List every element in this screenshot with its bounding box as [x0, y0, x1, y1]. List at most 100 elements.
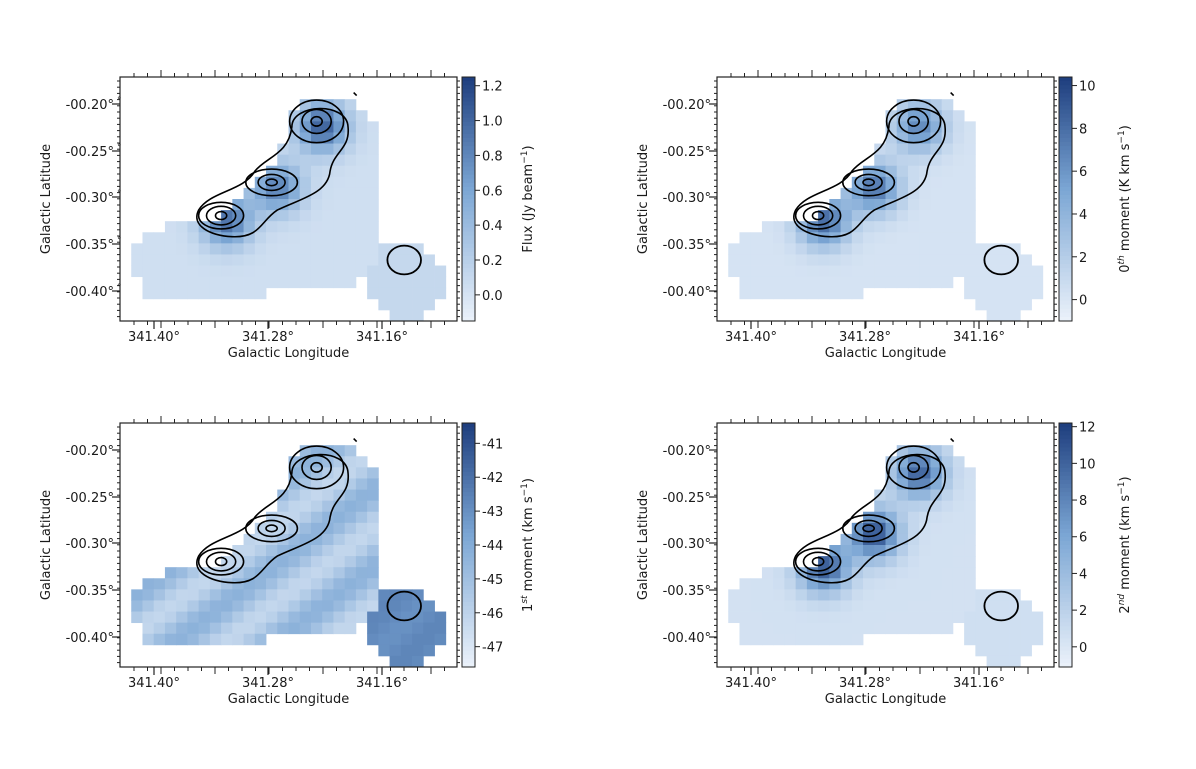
contour-line	[288, 99, 345, 144]
map-pixel	[773, 254, 785, 266]
map-pixel	[874, 622, 886, 635]
colorbar-segment	[1059, 125, 1072, 131]
map-pixel	[412, 633, 424, 646]
map-pixel	[367, 478, 379, 490]
colorbar-segment	[1059, 508, 1072, 513]
map-pixel	[232, 199, 244, 211]
map-pixel	[975, 644, 987, 657]
map-pixel	[919, 165, 931, 178]
map-pixel	[367, 287, 379, 300]
map-pixel	[1009, 276, 1021, 289]
colorbar-segment	[1059, 532, 1072, 538]
map-pixel	[986, 276, 999, 289]
map-pixel	[389, 309, 402, 322]
map-pixel	[355, 500, 368, 513]
map-pixel	[930, 589, 943, 601]
map-pixel	[266, 221, 278, 233]
map-pixel	[761, 633, 774, 646]
map-pixel	[142, 578, 155, 590]
map-pixel	[773, 567, 785, 579]
colorbar-segment	[462, 280, 475, 285]
map-pixel	[964, 154, 976, 167]
map-pixel	[232, 545, 244, 557]
map-pixel	[986, 287, 999, 300]
colorbar-segment	[462, 308, 475, 314]
colorbar-segment	[462, 626, 475, 631]
map-pixel	[243, 221, 256, 233]
map-pixel	[333, 132, 346, 144]
map-pixel	[930, 556, 943, 568]
map-pixel	[367, 143, 379, 156]
map-pixel	[333, 110, 346, 122]
map-pixel	[266, 165, 278, 178]
map-pixel	[333, 154, 346, 167]
map-pixel	[964, 265, 976, 278]
colorbar-segment	[1059, 504, 1072, 509]
map-pixel	[784, 232, 797, 244]
map-pixel	[784, 600, 797, 612]
map-pixel	[930, 478, 943, 490]
map-pixel	[299, 265, 312, 278]
map-pixel	[367, 567, 379, 579]
map-pixel	[806, 567, 819, 579]
panel-moment0: 341.40° 341.28° 341.16° -00.20° -00.25° -00.3…	[636, 70, 1133, 361]
colorbar-segment	[1059, 255, 1072, 261]
map-pixel	[164, 622, 177, 635]
colorbar-segment	[1059, 292, 1072, 298]
colorbar-segment	[462, 589, 475, 595]
map-pixel	[232, 265, 244, 278]
colorbar-segment	[1059, 593, 1072, 599]
map-pixel	[423, 265, 435, 278]
map-pixel	[728, 254, 740, 266]
colorbar-segment	[462, 174, 475, 180]
map-pixel	[1031, 633, 1044, 646]
y-tick-label: -00.20°	[66, 444, 114, 459]
contour-line	[811, 556, 825, 567]
map-pixel	[907, 221, 920, 233]
map-pixel	[941, 445, 954, 457]
map-pixel	[829, 622, 841, 635]
map-pixel	[851, 611, 864, 624]
map-pixel	[400, 600, 413, 612]
map-pixel	[412, 309, 424, 322]
colorbar-segment	[1059, 308, 1072, 314]
map-pixel	[874, 578, 886, 590]
map-pixel	[761, 578, 774, 590]
map-pixel	[964, 467, 976, 479]
colorbar-segment	[1059, 280, 1072, 285]
colorbar-segment	[1059, 431, 1072, 436]
map-pixel	[964, 578, 976, 590]
map-pixel	[907, 622, 920, 635]
colorbar-segment	[462, 614, 475, 619]
colorbar-segment	[462, 573, 475, 579]
map-pixel	[198, 232, 211, 244]
colorbar-segment	[462, 85, 475, 90]
map-pixel	[896, 265, 909, 278]
map-pixel	[795, 633, 808, 646]
map-pixel	[851, 176, 864, 189]
map-pixel	[355, 210, 368, 222]
map-pixel	[1009, 254, 1021, 266]
map-pixel	[773, 243, 785, 255]
map-pixel	[299, 500, 312, 513]
map-pixel	[964, 567, 976, 579]
map-pixel	[863, 589, 875, 601]
colorbar-segment	[462, 113, 475, 119]
map-pixel	[863, 611, 875, 624]
map-pixel	[299, 489, 312, 502]
map-pixel	[761, 221, 774, 233]
colorbar-segment	[462, 105, 475, 111]
map-pixel	[176, 287, 188, 300]
map-pixel	[221, 589, 233, 601]
map-pixel	[728, 265, 740, 278]
map-pixel	[367, 489, 379, 502]
x-axis-title: Galactic Longitude	[228, 346, 349, 361]
map-pixel	[187, 622, 200, 635]
map-pixel	[952, 265, 965, 278]
colorbar-segment	[1059, 536, 1072, 542]
map-pixel	[919, 176, 931, 189]
map-pixel	[986, 254, 999, 266]
map-pixel	[243, 556, 256, 568]
contour-line	[353, 91, 358, 97]
map-pixel	[986, 655, 999, 668]
